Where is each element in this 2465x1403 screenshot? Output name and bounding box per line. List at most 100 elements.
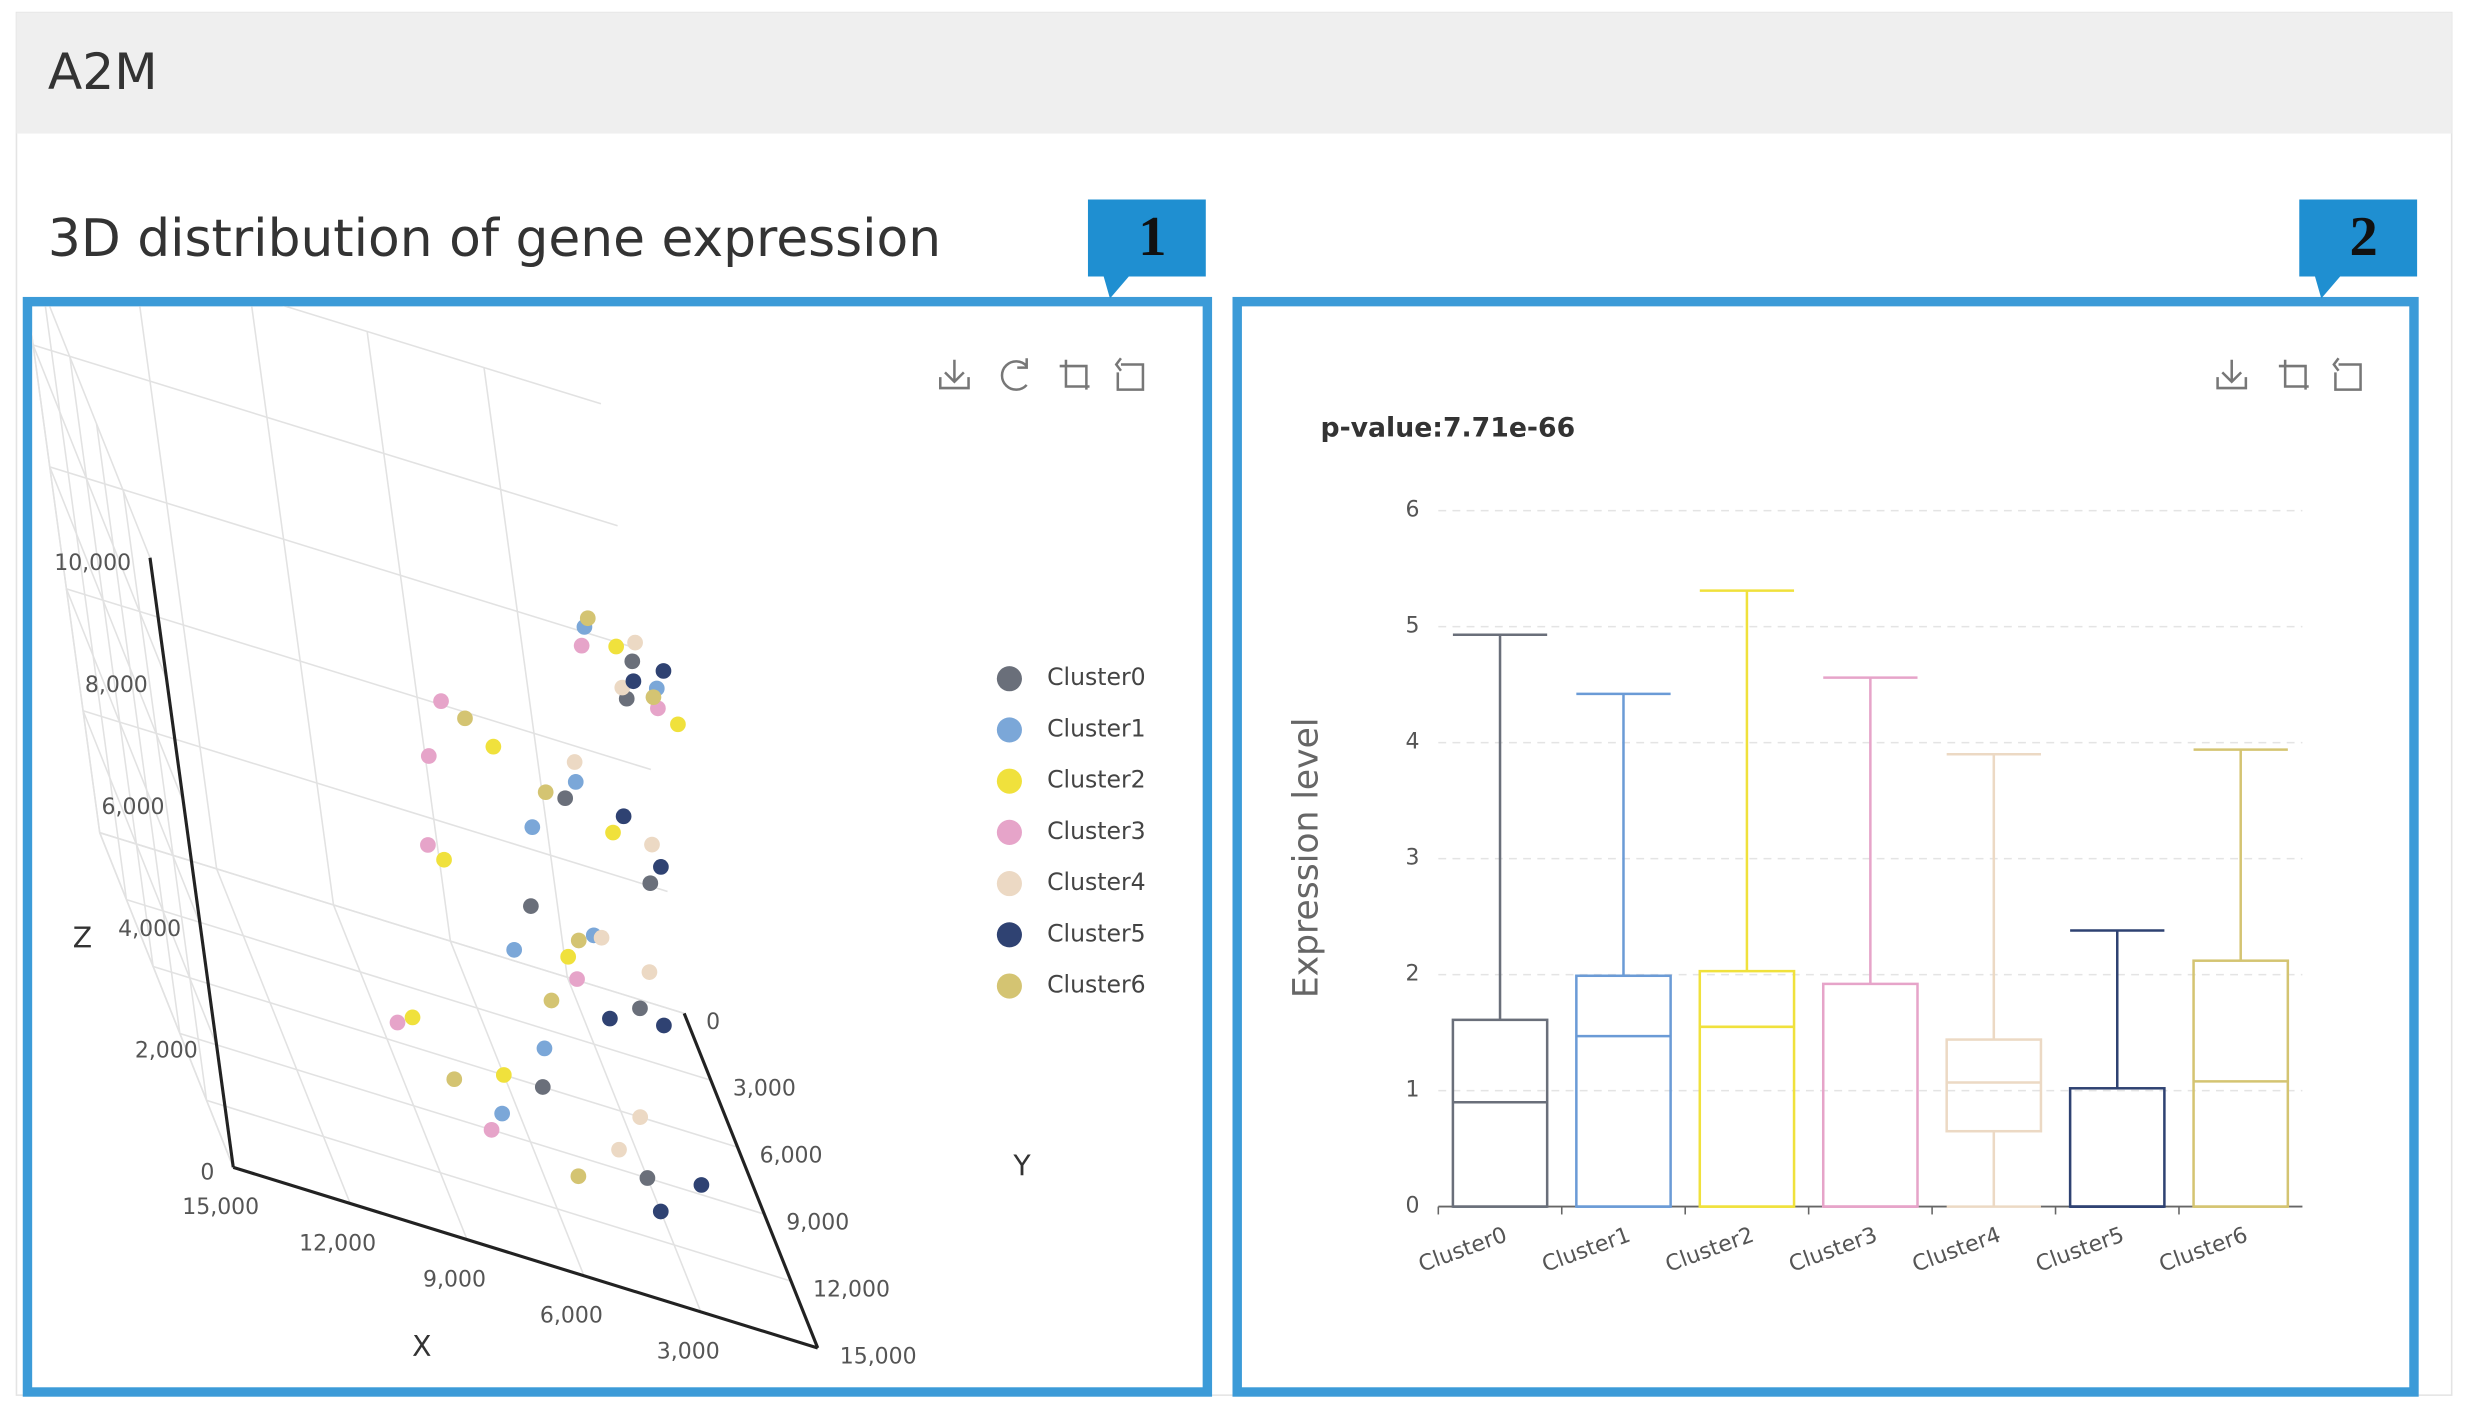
y-tick-label: 5 (1405, 614, 1419, 639)
rotate-icon[interactable] (1000, 358, 1028, 391)
legend-label[interactable]: Cluster0 (1047, 663, 1146, 691)
point (536, 1040, 553, 1057)
point (389, 1014, 406, 1031)
z-tick-label: 6,000 (102, 795, 165, 820)
y-tick-label: 2 (1405, 962, 1419, 987)
point (632, 1000, 648, 1017)
section-title: 3D distribution of gene expression (48, 209, 941, 269)
grid-line (250, 306, 335, 906)
legend-marker[interactable] (996, 768, 1022, 794)
download-icon[interactable] (2216, 359, 2248, 390)
reset-icon[interactable] (1114, 357, 1145, 391)
z-tick-label: 2,000 (135, 1039, 198, 1064)
legend-label[interactable]: Cluster6 (1047, 971, 1146, 999)
box (1945, 1038, 2043, 1133)
x-tick-label: 6,000 (540, 1304, 603, 1329)
box (1575, 974, 1672, 1208)
point (642, 875, 659, 892)
z-tick-label: 0 (200, 1161, 214, 1186)
y-axis (682, 1012, 820, 1349)
download-icon[interactable] (939, 359, 970, 390)
point (433, 693, 449, 710)
y-tick-label: 6,000 (760, 1144, 823, 1169)
x-axis (232, 1165, 819, 1350)
y-tick-label: 15,000 (840, 1344, 917, 1369)
grid-line (483, 367, 569, 978)
point (645, 689, 662, 706)
grid-line (126, 898, 712, 1082)
grid-line (66, 588, 652, 771)
legend-label[interactable]: Cluster3 (1047, 817, 1146, 845)
point (420, 748, 437, 764)
point (494, 1105, 510, 1122)
point (570, 932, 587, 949)
header-bar (16, 12, 2452, 134)
legend-marker[interactable] (996, 717, 1022, 743)
point (652, 1203, 669, 1220)
y-tick-label: 0 (1405, 1194, 1419, 1219)
point (653, 859, 669, 875)
box (1451, 1018, 1549, 1208)
grid-line (49, 466, 635, 649)
point (569, 971, 585, 987)
scatter3d-chart: 3,000 6,000 9,000 12,000 15,000 0 3,000 6,000 9,… (32, 306, 1146, 1369)
y-axis-title: Expression level (1286, 717, 1326, 998)
legend-label[interactable]: Cluster2 (1047, 766, 1146, 794)
z-tick-label: 8,000 (85, 673, 148, 698)
point (639, 1170, 656, 1186)
point (404, 1009, 421, 1026)
y-tick-label: 3 (1405, 846, 1419, 871)
y-tick-label: 3,000 (733, 1077, 796, 1102)
legend-marker[interactable] (996, 922, 1022, 948)
point (627, 634, 643, 651)
grid-line (179, 1032, 765, 1215)
restore-icon[interactable] (2278, 359, 2309, 390)
point (579, 610, 596, 627)
callout: 1 (1087, 199, 1206, 299)
legend-label[interactable]: Cluster5 (1047, 919, 1146, 947)
toolbar (939, 357, 2362, 391)
legend-marker[interactable] (996, 973, 1022, 999)
point (457, 710, 473, 727)
z-tick-label: 10,000 (54, 551, 131, 576)
point (644, 836, 660, 853)
callout: 2 (2299, 199, 2418, 299)
point (611, 1141, 627, 1158)
point (560, 948, 577, 965)
grid-line (99, 832, 235, 1168)
legend-label[interactable]: Cluster1 (1047, 714, 1146, 742)
panel-frame (1232, 296, 2419, 1397)
y-tick-label: 4 (1405, 730, 1419, 755)
grid-line (332, 904, 468, 1240)
point (632, 1109, 649, 1125)
panel-frame (22, 296, 1213, 1397)
callout-label: 2 (2350, 206, 2378, 268)
point (602, 1010, 618, 1027)
reset-icon[interactable] (2332, 357, 2362, 391)
grid-line (206, 1099, 792, 1282)
grid-line (366, 331, 452, 942)
legend-marker[interactable] (996, 871, 1022, 897)
grid-line (69, 356, 154, 967)
point (641, 964, 658, 980)
legend-label[interactable]: Cluster4 (1047, 868, 1146, 896)
box (2192, 959, 2290, 1208)
y-tick-label: 1 (1405, 1078, 1419, 1103)
point (570, 1168, 587, 1185)
grid-line (95, 423, 181, 1034)
z-axis (148, 557, 235, 1168)
legend-marker[interactable] (996, 666, 1022, 692)
x-tick-label: 15,000 (182, 1195, 259, 1220)
callout-label: 1 (1138, 206, 1166, 268)
grid-line (65, 588, 201, 924)
point (534, 1079, 551, 1095)
grid-line (215, 868, 351, 1204)
point (537, 784, 554, 801)
grid-line (283, 306, 602, 405)
y-tick-label: 6 (1405, 498, 1419, 523)
legend-marker[interactable] (996, 819, 1022, 845)
y-axis-title: Y (1012, 1149, 1031, 1182)
grid-line (82, 710, 218, 1046)
restore-icon[interactable] (1059, 359, 1090, 390)
